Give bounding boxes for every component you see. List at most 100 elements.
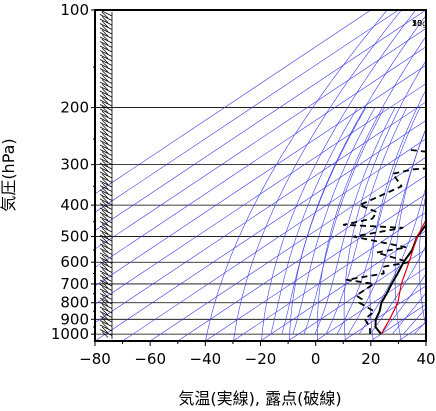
wind-barb <box>99 302 113 309</box>
wind-barb <box>99 248 113 255</box>
wind-barb-flag <box>101 259 109 266</box>
wind-barb-flag <box>101 146 109 154</box>
wind-barb-flag <box>101 137 109 145</box>
wind-barb-flag <box>101 178 109 185</box>
x-tick-label: −20 <box>245 350 277 368</box>
wind-barb <box>99 221 113 228</box>
y-axis-title: 気圧(hPa) <box>0 138 18 211</box>
wind-barb <box>99 162 113 170</box>
wind-barb <box>99 68 113 75</box>
dry-adiabat-line <box>233 10 402 341</box>
wind-barb-flag <box>101 115 109 122</box>
wind-barb-flag <box>101 214 109 221</box>
wind-barb-flag <box>101 187 109 194</box>
adiabat-lines <box>95 10 426 341</box>
dry-adiabat-line <box>289 14 426 341</box>
wind-barb <box>99 293 113 300</box>
wind-barb <box>99 207 113 215</box>
moist-adiabat-line <box>369 244 426 335</box>
wind-barb-flag <box>101 322 109 329</box>
wind-barb <box>99 198 113 206</box>
wind-barb-flag <box>101 133 109 140</box>
wind-barb-flag <box>101 52 109 59</box>
wind-barb-flag <box>101 326 109 334</box>
mixing-ratio-label: 20g <box>412 19 427 28</box>
wind-barb-flag <box>101 151 109 158</box>
isobar-grid <box>95 9 426 335</box>
wind-barb-flag <box>101 142 109 149</box>
wind-barb-flag <box>101 254 109 262</box>
wind-barb <box>99 266 113 273</box>
wind-barb <box>99 288 113 296</box>
wind-barb <box>99 50 113 57</box>
dry-adiabat-line <box>418 192 426 329</box>
wind-barb <box>99 144 113 152</box>
wind-barb-flag <box>101 169 109 176</box>
wind-barb <box>99 41 113 48</box>
y-tick-label: 500 <box>60 228 89 246</box>
y-tick-label: 1000 <box>51 325 89 343</box>
wind-barb-flag <box>101 227 109 235</box>
isotherm-line <box>315 267 426 341</box>
y-tick-label: 600 <box>60 253 89 271</box>
isotherm-line <box>122 138 426 341</box>
wind-barb <box>99 113 113 120</box>
x-tick-label: 20 <box>361 350 380 368</box>
wind-barb-flag <box>101 268 109 275</box>
wind-barb <box>99 212 113 219</box>
wind-barb-flag <box>101 308 109 316</box>
wind-barb <box>99 36 113 44</box>
wind-barb <box>99 72 113 80</box>
isotherm-line <box>177 175 426 341</box>
x-axis-ticks: −80 −60 −40 −20 0 20 40 <box>79 341 436 368</box>
wind-barb-flag <box>101 263 109 271</box>
x-tick-label: −60 <box>134 350 166 368</box>
isotherm-line <box>95 28 426 250</box>
wind-barb-flag <box>101 70 109 77</box>
wind-barb <box>99 99 113 107</box>
wind-barb-flag <box>101 101 109 109</box>
mixing-ratio-label: 10 <box>412 19 422 28</box>
wind-barb <box>99 14 113 21</box>
wind-barb <box>99 59 113 66</box>
wind-barb-flag <box>101 83 109 91</box>
x-tick-label: 40 <box>416 350 435 368</box>
wind-barb-flag <box>101 272 109 280</box>
wind-barb <box>99 279 113 287</box>
sounding-profiles <box>342 148 426 335</box>
wind-barb <box>99 167 113 174</box>
isotherm-line <box>95 46 426 268</box>
wind-barb <box>99 135 113 143</box>
wind-barb <box>99 216 113 224</box>
wind-barb-flag <box>101 164 109 172</box>
wind-barb <box>99 104 113 111</box>
y-tick-label: 800 <box>60 294 89 312</box>
wind-barb-flag <box>101 16 109 23</box>
wind-barb <box>99 77 113 84</box>
wind-barb-flag <box>101 43 109 50</box>
wind-barb <box>99 23 113 30</box>
wind-barb <box>99 189 113 197</box>
y-tick-label: 200 <box>60 99 89 117</box>
wind-barb <box>99 230 113 237</box>
moist-adiabat-line <box>358 185 426 335</box>
wind-barb-flag <box>101 124 109 131</box>
wind-barb-flag <box>101 173 109 181</box>
wind-barb-flag <box>101 65 109 73</box>
isotherm-line <box>95 10 372 195</box>
wind-barb <box>99 297 113 305</box>
wind-barb-flag <box>101 38 109 46</box>
wind-barb <box>99 18 113 26</box>
dry-adiabat-line <box>205 10 388 341</box>
wind-barb-flag <box>101 11 109 19</box>
wind-barb <box>99 315 113 323</box>
wind-barb-flag <box>101 79 109 86</box>
moist-adiabat-line <box>336 107 421 335</box>
isotherm-line <box>95 10 399 213</box>
moist-adiabat-line <box>325 107 408 335</box>
wind-barb-flag <box>101 119 109 127</box>
x-tick-label: −40 <box>190 350 222 368</box>
wind-barb <box>99 257 113 264</box>
wind-barb <box>99 27 113 35</box>
